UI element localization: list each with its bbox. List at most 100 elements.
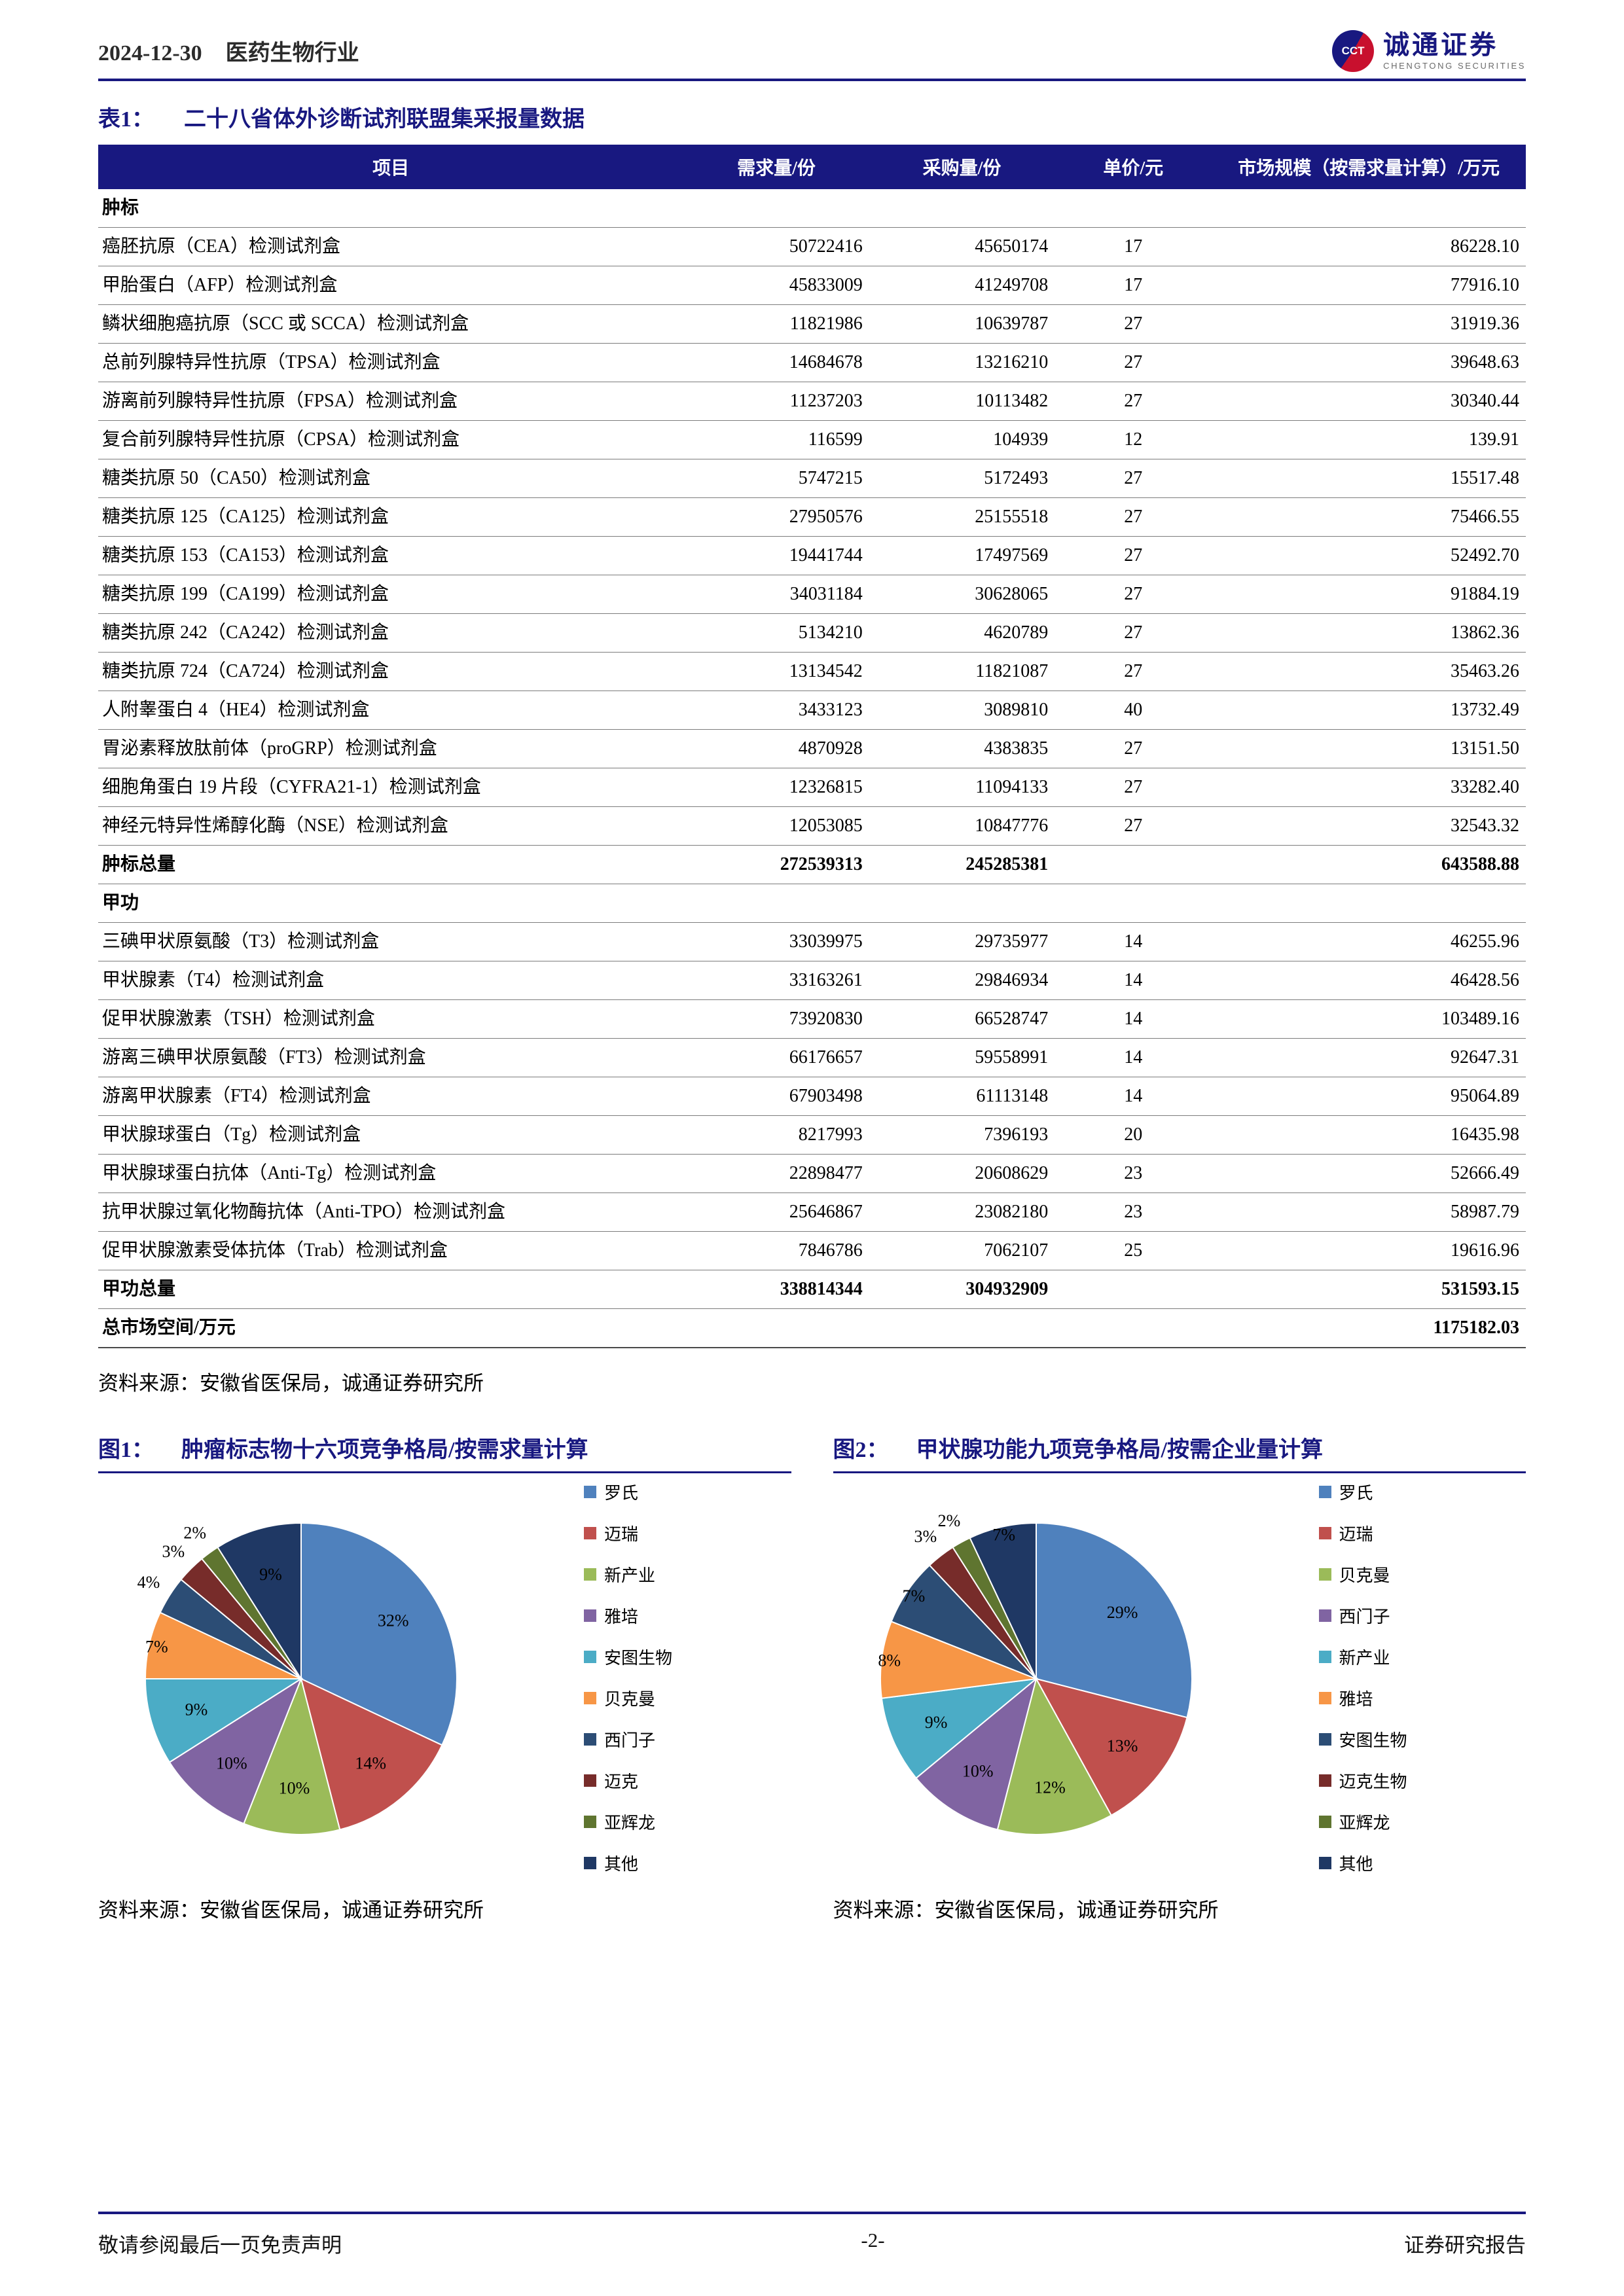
- pie-label: 4%: [137, 1573, 160, 1592]
- figures-row: 图1： 肿瘤标志物十六项竞争格局/按需求量计算 32% 14% 10% 10% 9% 7%…: [98, 1431, 1526, 1923]
- pie-slice: [1035, 1522, 1193, 1719]
- cell-market: 58987.79: [1212, 1193, 1526, 1232]
- legend-label: 罗氏: [1339, 1484, 1373, 1503]
- cell-demand: 116599: [683, 420, 869, 459]
- brand-subtitle: CHENGTONG SECURITIES: [1383, 61, 1526, 71]
- cell-market: 1175182.03: [1212, 1308, 1526, 1348]
- legend-swatch-icon: [584, 1527, 596, 1539]
- cell-demand: [683, 189, 869, 228]
- pie-label: 10%: [216, 1753, 247, 1772]
- pie-slice: [300, 1522, 458, 1746]
- figure-2-title-text: 甲状腺功能九项竞争格局/按需企业量计算: [916, 1438, 1323, 1462]
- cell-market: 95064.89: [1212, 1077, 1526, 1116]
- footer-report-type: 证券研究报告: [1404, 2234, 1526, 2257]
- cell-item: 促甲状腺激素（TSH）检测试剂盒: [98, 999, 684, 1039]
- cell-price: 14: [1055, 999, 1212, 1039]
- cell-market: 33282.40: [1212, 768, 1526, 807]
- legend-label: 迈克: [604, 1772, 639, 1791]
- cell-market: 52492.70: [1212, 536, 1526, 575]
- pie-label: 14%: [355, 1753, 386, 1772]
- figure-1-title-text: 肿瘤标志物十六项竞争格局/按需求量计算: [181, 1438, 588, 1462]
- pie-label: 10%: [279, 1778, 310, 1797]
- legend-item: 迈克: [584, 1768, 672, 1793]
- cell-demand: 8217993: [683, 1115, 869, 1155]
- cell-demand: 34031184: [683, 575, 869, 614]
- legend-label: 安图生物: [1339, 1731, 1407, 1750]
- cell-item: 细胞角蛋白 19 片段（CYFRA21-1）检测试剂盒: [98, 768, 684, 807]
- pie-slice: [914, 1677, 1038, 1831]
- pie-chart-2: 29% 13% 12% 10% 9% 8% 7% 3%2% 7%: [878, 1511, 1193, 1835]
- pie-slice: [217, 1522, 302, 1681]
- cell-price: 17: [1055, 227, 1212, 266]
- cell-demand: 27950576: [683, 497, 869, 537]
- report-date: 2024-12-30: [98, 41, 202, 65]
- cell-market: 86228.10: [1212, 227, 1526, 266]
- legend-item: 其他: [1318, 1851, 1407, 1875]
- cell-market: 32543.32: [1212, 806, 1526, 846]
- col-market: 市场规模（按需求量计算）/万元: [1212, 145, 1526, 189]
- legend-swatch-icon: [1318, 1486, 1331, 1498]
- cell-price: 27: [1055, 806, 1212, 846]
- cell-price: 27: [1055, 343, 1212, 382]
- cell-item: 肿标: [98, 189, 684, 228]
- legend-label: 其他: [604, 1855, 639, 1874]
- cell-item: 癌胚抗原（CEA）检测试剂盒: [98, 227, 684, 266]
- cell-market: 39648.63: [1212, 343, 1526, 382]
- legend-label: 亚辉龙: [1339, 1814, 1390, 1833]
- table-row: 抗甲状腺过氧化物酶抗体（Anti-TPO）检测试剂盒 25646867 230821…: [98, 1193, 1526, 1232]
- legend-item: 其他: [584, 1851, 672, 1875]
- cell-market: 92647.31: [1212, 1038, 1526, 1077]
- table-row: 游离甲状腺素（FT4）检测试剂盒 67903498 61113148 14 95064.…: [98, 1077, 1526, 1116]
- legend-item: 亚辉龙: [1318, 1810, 1407, 1834]
- cell-item: 糖类抗原 153（CA153）检测试剂盒: [98, 536, 684, 575]
- cell-price: 14: [1055, 1077, 1212, 1116]
- cell-price: [1055, 1270, 1212, 1309]
- legend-label: 迈瑞: [604, 1525, 639, 1544]
- cell-purchase: 45650174: [869, 227, 1055, 266]
- legend-swatch-icon: [584, 1651, 596, 1663]
- cell-demand: 19441744: [683, 536, 869, 575]
- legend-item: 罗氏: [584, 1480, 672, 1504]
- legend-swatch-icon: [584, 1816, 596, 1828]
- cell-item: 总市场空间/万元: [98, 1308, 684, 1348]
- legend-swatch-icon: [1318, 1568, 1331, 1581]
- table-row: 糖类抗原 50（CA50）检测试剂盒 5747215 5172493 27 15517.…: [98, 459, 1526, 498]
- cell-purchase: 11094133: [869, 768, 1055, 807]
- cell-item: 总前列腺特异性抗原（TPSA）检测试剂盒: [98, 343, 684, 382]
- legend-item: 西门子: [584, 1727, 672, 1751]
- legend-label: 西门子: [604, 1731, 656, 1750]
- cell-item: 游离前列腺特异性抗原（FPSA）检测试剂盒: [98, 382, 684, 421]
- pie-slice: [968, 1522, 1037, 1679]
- cell-purchase: 59558991: [869, 1038, 1055, 1077]
- cell-item: 甲状腺素（T4）检测试剂盒: [98, 961, 684, 1000]
- pie-label: 2%: [183, 1524, 206, 1543]
- table-row: 癌胚抗原（CEA）检测试剂盒 50722416 45650174 17 86228.10: [98, 227, 1526, 266]
- cell-item: 抗甲状腺过氧化物酶抗体（Anti-TPO）检测试剂盒: [98, 1193, 684, 1232]
- cell-demand: 13134542: [683, 652, 869, 691]
- cell-purchase: [869, 884, 1055, 923]
- pie-slice: [168, 1677, 303, 1825]
- cell-market: 13862.36: [1212, 613, 1526, 653]
- cell-purchase: 29735977: [869, 922, 1055, 961]
- brand-text: 诚通证券 CHENGTONG SECURITIES: [1383, 31, 1526, 71]
- legend-swatch-icon: [1318, 1857, 1331, 1869]
- cell-item: 胃泌素释放肽前体（proGRP）检测试剂盒: [98, 729, 684, 768]
- cell-purchase: 10847776: [869, 806, 1055, 846]
- cell-demand: 3433123: [683, 691, 869, 730]
- cell-demand: 11237203: [683, 382, 869, 421]
- table-row: 甲状腺球蛋白（Tg）检测试剂盒 8217993 7396193 20 16435.98: [98, 1115, 1526, 1155]
- cell-price: 17: [1055, 266, 1212, 305]
- cell-market: [1212, 884, 1526, 923]
- table-row: 神经元特异性烯醇化酶（NSE）检测试剂盒 12053085 10847776 27 32…: [98, 806, 1526, 846]
- pie-label: 7%: [902, 1587, 925, 1605]
- cell-purchase: 13216210: [869, 343, 1055, 382]
- cell-market: [1212, 189, 1526, 228]
- figure-1-label: 图1：: [98, 1438, 154, 1462]
- cell-price: 12: [1055, 420, 1212, 459]
- legend-label: 亚辉龙: [604, 1814, 656, 1833]
- cell-price: 27: [1055, 729, 1212, 768]
- cell-purchase: 23082180: [869, 1193, 1055, 1232]
- pie-label: 32%: [378, 1611, 409, 1630]
- pie-slice: [144, 1611, 302, 1679]
- page-footer: 敬请参阅最后一页免责声明 -2- 证券研究报告: [98, 2212, 1526, 2258]
